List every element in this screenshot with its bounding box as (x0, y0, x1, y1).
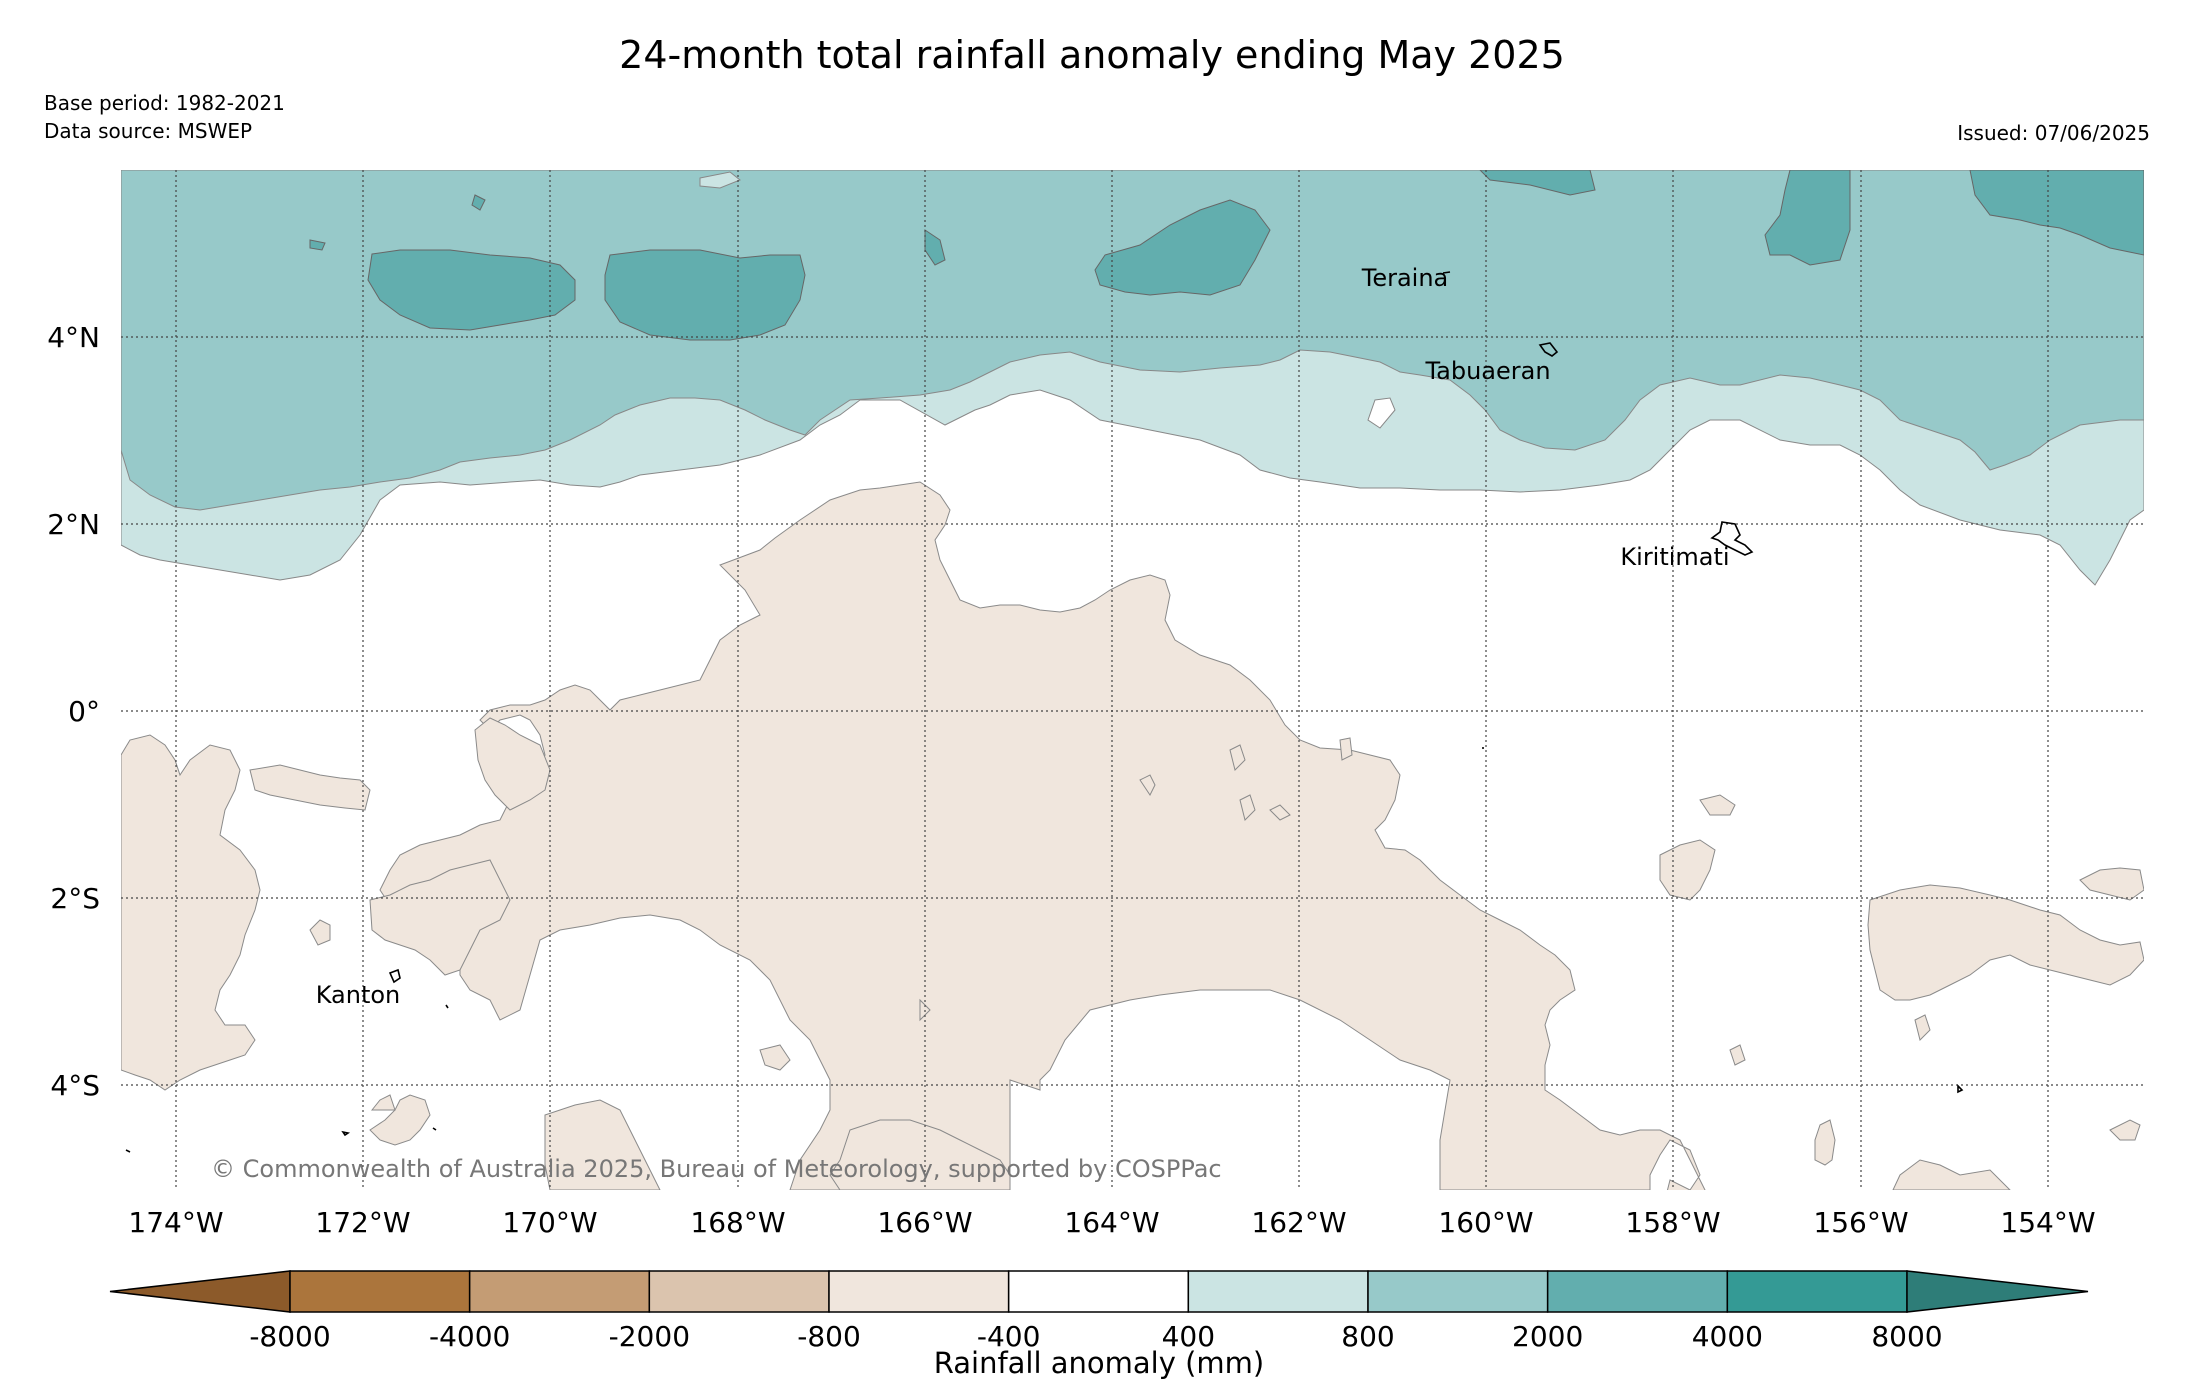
anomaly-region-near-normal-small (1367, 397, 1396, 429)
issued-date-label: Issued: 07/06/2025 (1957, 121, 2150, 145)
colorbar-bin (828, 1270, 1010, 1313)
colorbar: -8000 -4000 -2000 -800 -400 400 800 2000 4000 800… (109, 1270, 2089, 1353)
copyright-notice: © Commonwealth of Australia 2025, Bureau… (211, 1155, 1222, 1183)
colorbar-tick-label: 400 (1162, 1320, 1215, 1353)
small-island-outline (125, 1149, 131, 1153)
colorbar-tick-label: 800 (1341, 1320, 1394, 1353)
lon-tick-label: 158°W (1625, 1206, 1720, 1239)
colorbar-bin (648, 1270, 830, 1313)
colorbar-bin (468, 1270, 651, 1313)
island-outlines (125, 271, 1964, 1153)
kiritimati-island-outline (1710, 521, 1754, 556)
small-island-outline (341, 1130, 351, 1137)
colorbar-tick-label: 8000 (1871, 1320, 1942, 1353)
anomaly-region-light-teal-small (699, 171, 741, 189)
lat-tick-label: 2°N (47, 508, 100, 541)
colorbar-extend-min (109, 1270, 291, 1313)
lat-tick-label: 2°S (50, 882, 100, 915)
colorbar-bin (1187, 1270, 1369, 1313)
colorbar-bin (1546, 1270, 1729, 1313)
lon-tick-label: 168°W (690, 1206, 785, 1239)
lon-tick-label: 154°W (2000, 1206, 2095, 1239)
lon-tick-label: 174°W (128, 1206, 223, 1239)
place-label-kiritimati: Kiritimati (1620, 543, 1729, 571)
lon-tick-label: 160°W (1438, 1206, 1533, 1239)
colorbar-tick-label: 2000 (1512, 1320, 1583, 1353)
lat-tick-label: 4°S (50, 1069, 100, 1102)
chart-title: 24-month total rainfall anomaly ending M… (619, 33, 1565, 77)
place-label-tabuaeran: Tabuaeran (1424, 357, 1550, 385)
lon-tick-label: 172°W (315, 1206, 410, 1239)
anomaly-regions-2000-4000 (309, 170, 2144, 341)
colorbar-tick-label: -8000 (249, 1320, 330, 1353)
lon-tick-label: 162°W (1251, 1206, 1346, 1239)
place-label-teraina: Teraina (1361, 264, 1449, 292)
place-label-kanton: Kanton (316, 981, 401, 1009)
lon-tick-label: 166°W (877, 1206, 972, 1239)
data-source-label: Data source: MSWEP (44, 119, 252, 143)
lon-tick-label: 164°W (1064, 1206, 1159, 1239)
colorbar-tick-label: -4000 (429, 1320, 510, 1353)
lon-tick-label: 156°W (1813, 1206, 1908, 1239)
teraina-island-outline (1442, 271, 1451, 274)
colorbar-tick-label: -2000 (609, 1320, 690, 1353)
small-island-outline (445, 1004, 449, 1009)
colorbar-extend-max (1906, 1270, 2089, 1313)
colorbar-bin (289, 1270, 471, 1313)
colorbar-bin (1726, 1270, 1908, 1313)
small-island-outline (1957, 1084, 1964, 1094)
lon-tick-label: 170°W (502, 1206, 597, 1239)
map-gridlines (121, 170, 2144, 1190)
base-period-label: Base period: 1982-2021 (44, 91, 285, 115)
colorbar-tick-label: 4000 (1692, 1320, 1763, 1353)
tabuaeran-island-outline (1538, 342, 1559, 357)
longitude-tick-labels: 174°W 172°W 170°W 168°W 166°W 164°W 162°W 160°W… (128, 1206, 2095, 1239)
latitude-tick-labels: 4°N 2°N 0° 2°S 4°S (47, 321, 100, 1102)
colorbar-label: Rainfall anomaly (mm) (934, 1346, 1265, 1380)
colorbar-bin (1007, 1270, 1190, 1313)
map-area: © Commonwealth of Australia 2025, Bureau… (121, 170, 2144, 1190)
anomaly-regions-minus800-minus400 (121, 481, 2144, 1190)
small-island-outline (432, 1127, 437, 1131)
kanton-island-outline (388, 968, 401, 984)
colorbar-bin (1367, 1270, 1549, 1313)
lat-tick-label: 0° (68, 695, 100, 728)
colorbar-tick-label: -800 (797, 1320, 861, 1353)
colorbar-tick-label: -400 (977, 1320, 1041, 1353)
lat-tick-label: 4°N (47, 321, 100, 354)
place-labels: Teraina Tabuaeran Kiritimati Kanton (316, 264, 1730, 1009)
